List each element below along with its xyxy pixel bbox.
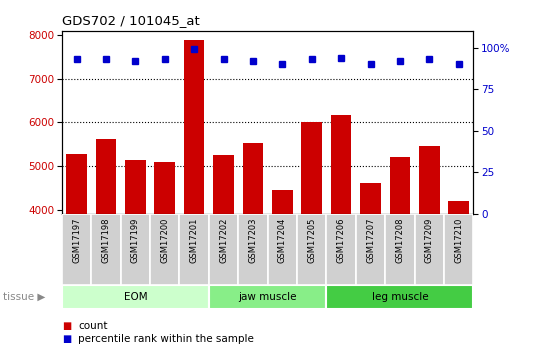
FancyBboxPatch shape [62,285,209,309]
Text: jaw muscle: jaw muscle [238,292,297,302]
Bar [66,154,87,345]
Bar [125,160,146,345]
Text: ■: ■ [62,321,71,331]
FancyBboxPatch shape [267,214,297,285]
Text: GSM17209: GSM17209 [425,217,434,263]
Text: GSM17197: GSM17197 [72,217,81,263]
Text: GSM17200: GSM17200 [160,217,169,263]
FancyBboxPatch shape [209,214,238,285]
Bar [184,40,204,345]
Text: count: count [78,321,108,331]
Bar [360,184,381,345]
FancyBboxPatch shape [121,214,150,285]
Bar [449,201,469,345]
Text: GDS702 / 101045_at: GDS702 / 101045_at [62,14,200,27]
FancyBboxPatch shape [209,285,327,309]
Text: tissue ▶: tissue ▶ [3,292,45,302]
Text: GSM17202: GSM17202 [219,217,228,263]
FancyBboxPatch shape [297,214,327,285]
Bar [154,162,175,345]
Text: GSM17205: GSM17205 [307,217,316,263]
Bar [243,143,263,345]
Text: GSM17203: GSM17203 [249,217,258,263]
Text: GSM17210: GSM17210 [454,217,463,263]
Text: GSM17206: GSM17206 [337,217,345,263]
Bar [301,122,322,345]
FancyBboxPatch shape [150,214,180,285]
Bar [272,189,293,345]
Bar [331,115,351,345]
FancyBboxPatch shape [327,214,356,285]
Text: GSM17204: GSM17204 [278,217,287,263]
FancyBboxPatch shape [356,214,385,285]
Text: ■: ■ [62,334,71,344]
FancyBboxPatch shape [415,214,444,285]
Bar [96,139,116,345]
FancyBboxPatch shape [238,214,267,285]
Bar [390,157,410,345]
Text: GSM17201: GSM17201 [190,217,199,263]
Bar [419,146,440,345]
Text: GSM17208: GSM17208 [395,217,405,263]
FancyBboxPatch shape [180,214,209,285]
FancyBboxPatch shape [62,214,91,285]
Text: percentile rank within the sample: percentile rank within the sample [78,334,254,344]
Text: leg muscle: leg muscle [372,292,428,302]
Text: EOM: EOM [124,292,147,302]
Bar [213,155,234,345]
Text: GSM17199: GSM17199 [131,217,140,263]
Text: GSM17207: GSM17207 [366,217,375,263]
FancyBboxPatch shape [327,285,473,309]
FancyBboxPatch shape [91,214,121,285]
FancyBboxPatch shape [385,214,415,285]
Text: GSM17198: GSM17198 [102,217,110,263]
FancyBboxPatch shape [444,214,473,285]
